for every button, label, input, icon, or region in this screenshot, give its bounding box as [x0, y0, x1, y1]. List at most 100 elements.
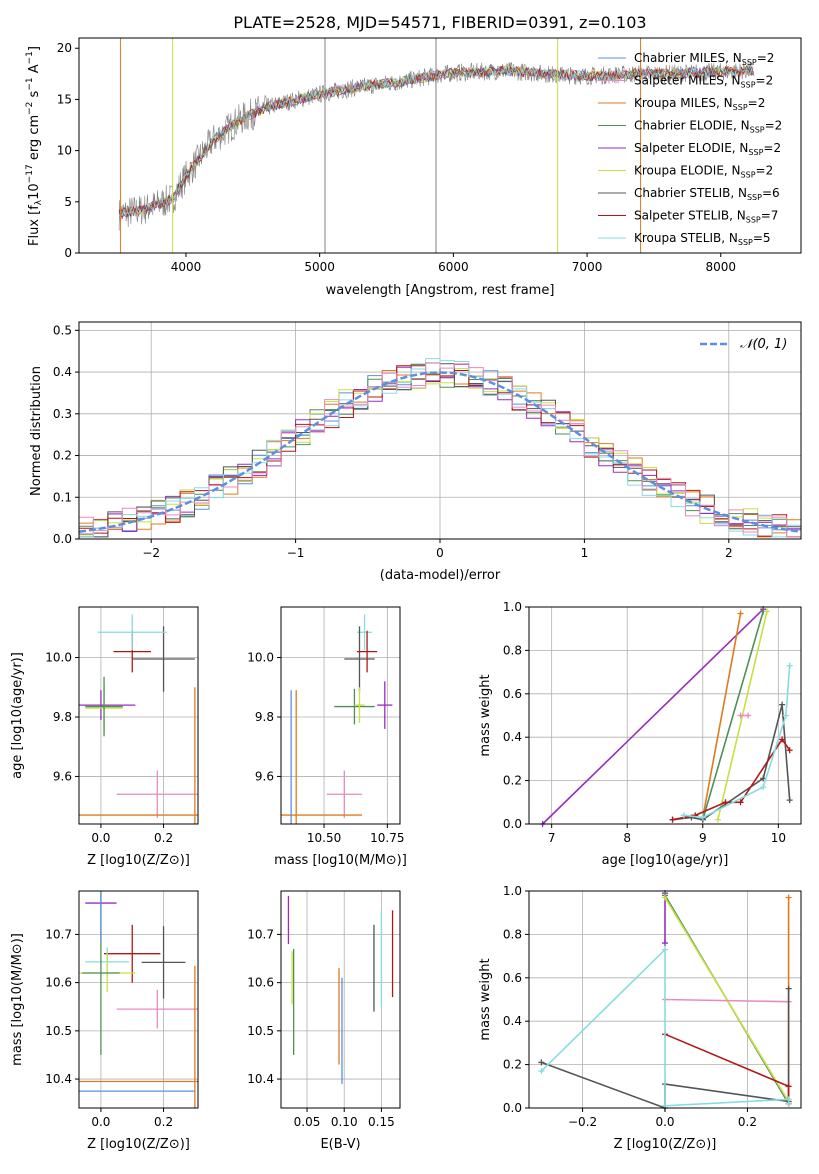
legend-entry-label: Kroupa ELODIE, NSSP=2 — [634, 164, 773, 180]
weight-vs-Z-y-tick-label: 1.0 — [503, 884, 522, 898]
mass-vs-EBV-x-tick-label: 0.10 — [331, 1115, 358, 1129]
weight-vs-age-y-tick-label: 1.0 — [503, 600, 522, 614]
mass-vs-Z-ylabel: mass [log10(M/M⊙)] — [10, 933, 25, 1066]
age-vs-Z-x-tick-label: 0.2 — [154, 831, 173, 845]
legend-entry-label: Chabrier MILES, NSSP=2 — [634, 51, 774, 67]
age-vs-mass-axes-frame — [280, 606, 401, 825]
weight-vs-age-point-marker — [786, 747, 793, 754]
weight-vs-Z-point-marker — [538, 1068, 545, 1075]
residual-ylabel: Normed distribution — [29, 366, 44, 496]
legend-entry-label: Salpeter ELODIE, NSSP=2 — [634, 141, 781, 157]
weight-vs-age-y-tick-label: 0.0 — [503, 817, 522, 831]
spectrum-xlabel: wavelength [Angstrom, rest frame] — [326, 283, 555, 298]
weight-vs-Z-point-marker — [785, 894, 792, 901]
residual-histogram-step — [79, 362, 801, 538]
weight-vs-age-point-marker — [760, 784, 767, 791]
spectrum-y-tick-label: 15 — [57, 92, 72, 106]
residual-histogram-step — [79, 358, 801, 538]
residual-panel: −2 −1 0 1 2 0.0 0.1 0.2 0.3 0.4 0.5 (data-model)/e… — [29, 321, 802, 583]
weight-vs-age-xlabel: age [log10(age/yr)] — [602, 853, 729, 868]
spectrum-y-tick-label: 10 — [57, 144, 72, 158]
weight-vs-Z-point-marker — [662, 894, 668, 901]
normal-curve-line — [78, 371, 802, 533]
mass-vs-EBV-y-tick-label: 10.4 — [247, 1072, 274, 1086]
mass-vs-EBV-y-tick-label: 10.7 — [247, 927, 274, 941]
mass-vs-Z-panel: 0.0 0.2 10.4 10.5 10.6 10.7 Z [log10(Z/Z⊙)] mas… — [10, 890, 199, 1152]
weight-vs-age-point-marker — [722, 799, 729, 806]
age-vs-mass-panel: 10.50 10.75 9.6 9.8 10.0 mass [log10(M/M⊙)] — [247, 606, 407, 868]
weight-vs-age-y-tick-label: 0.8 — [503, 643, 522, 657]
legend-entry-label: Chabrier ELODIE, NSSP=2 — [634, 119, 782, 135]
residual-y-tick-label: 0.3 — [53, 407, 72, 421]
weight-vs-Z-y-tick-label: 0.8 — [503, 927, 522, 941]
spectrum-x-tick-label: 7000 — [572, 260, 603, 274]
residual-x-tick-label: −1 — [287, 546, 305, 560]
age-vs-Z-y-tick-label: 10.0 — [45, 651, 72, 665]
weight-vs-Z-y-tick-label: 0.6 — [503, 971, 522, 985]
age-vs-Z-panel: 0.0 0.2 9.6 9.8 10.0 Z [log10(Z/Z⊙)] age [log1… — [10, 606, 199, 868]
weight-vs-age-series-line — [542, 608, 764, 825]
residual-x-tick-label: −2 — [142, 546, 160, 560]
residual-histogram-step — [79, 368, 801, 538]
mass-vs-EBV-y-tick-label: 10.5 — [247, 1024, 274, 1038]
weight-vs-Z-y-tick-label: 0.0 — [503, 1101, 522, 1115]
chart-title: PLATE=2528, MJD=54571, FIBERID=0391, z=0… — [233, 13, 646, 32]
age-vs-Z-y-tick-label: 9.6 — [53, 769, 72, 783]
spectrum-legend: Chabrier MILES, NSSP=2 Salpeter MILES, NS… — [598, 51, 782, 247]
weight-vs-age-point-marker — [680, 812, 687, 819]
spectrum-x-tick-label: 6000 — [438, 260, 469, 274]
mass-vs-Z-x-tick-label: 0.2 — [154, 1115, 173, 1129]
spectrum-x-tick-label: 5000 — [304, 260, 335, 274]
weight-vs-Z-point-marker — [785, 1083, 792, 1090]
weight-vs-age-y-tick-label: 0.4 — [503, 730, 522, 744]
residual-y-tick-label: 0.4 — [53, 365, 72, 379]
weight-vs-Z-point-marker — [662, 946, 668, 953]
mass-vs-EBV-panel: 0.05 0.10 0.15 10.4 10.5 10.6 10.7 E(B-V) — [247, 890, 401, 1152]
spectrum-axes-frame — [78, 37, 802, 254]
weight-vs-age-point-marker — [714, 816, 721, 823]
weight-vs-Z-y-tick-label: 0.2 — [503, 1058, 522, 1072]
weight-vs-age-point-marker — [737, 712, 744, 719]
weight-vs-Z-ylabel: mass weight — [478, 958, 493, 1040]
weight-vs-age-series-line — [672, 737, 791, 821]
weight-vs-Z-point-marker — [662, 940, 668, 947]
legend-entry-label: Salpeter MILES, NSSP=2 — [634, 74, 773, 90]
legend-entry-label: Kroupa STELIB, NSSP=5 — [634, 231, 771, 247]
legend-entry-label: Salpeter STELIB, NSSP=7 — [634, 209, 778, 225]
mass-vs-Z-x-tick-label: 0.0 — [91, 1115, 110, 1129]
weight-vs-age-point-marker — [786, 662, 793, 669]
age-vs-Z-y-tick-label: 9.8 — [53, 710, 72, 724]
mass-vs-EBV-xlabel: E(B-V) — [320, 1137, 360, 1152]
legend-entry-label: Chabrier STELIB, NSSP=6 — [634, 186, 780, 202]
mass-vs-Z-y-tick-label: 10.5 — [45, 1024, 72, 1038]
age-vs-mass-y-tick-label: 9.8 — [255, 710, 274, 724]
residual-x-tick-label: 0 — [436, 546, 444, 560]
weight-vs-age-point-marker — [669, 816, 676, 823]
mass-vs-Z-xlabel: Z [log10(Z/Z⊙)] — [87, 1137, 190, 1152]
residual-xlabel: (data-model)/error — [380, 568, 501, 583]
mass-vs-Z-y-tick-label: 10.7 — [45, 927, 72, 941]
mass-vs-EBV-x-tick-label: 0.05 — [294, 1115, 321, 1129]
weight-vs-age-series-line — [702, 611, 764, 820]
residual-x-tick-label: 2 — [725, 546, 733, 560]
weight-vs-age-point-marker — [782, 712, 789, 719]
spectrum-x-tick-label: 8000 — [706, 260, 737, 274]
mass-vs-EBV-x-tick-label: 0.15 — [368, 1115, 395, 1129]
spectrum-panel: PLATE=2528, MJD=54571, FIBERID=0391, z=0… — [25, 13, 802, 298]
mass-vs-EBV-axes-frame — [280, 890, 401, 1109]
weight-vs-Z-x-tick-label: 0.2 — [738, 1115, 757, 1129]
residual-y-tick-label: 0.0 — [53, 532, 72, 546]
legend-entry-label: Kroupa MILES, NSSP=2 — [634, 96, 765, 112]
spectrum-y-tick-label: 5 — [64, 195, 72, 209]
age-vs-mass-y-tick-label: 9.6 — [255, 769, 274, 783]
weight-vs-Z-series-line — [664, 897, 790, 1102]
age-vs-mass-y-tick-label: 10.0 — [247, 651, 274, 665]
weight-vs-Z-panel: −0.2 0.0 0.2 0.0 0.2 0.4 0.6 0.8 1.0 Z [log10(Z/Z… — [478, 884, 802, 1152]
normal-legend-label: 𝒩(0, 1) — [740, 337, 787, 352]
weight-vs-age-series-line — [702, 613, 742, 818]
weight-vs-Z-series-line — [664, 998, 789, 1003]
weight-vs-Z-x-tick-label: −0.2 — [568, 1115, 597, 1129]
age-vs-Z-axes-frame — [78, 606, 199, 825]
age-vs-Z-xlabel: Z [log10(Z/Z⊙)] — [87, 853, 190, 868]
spectrum-ylabel: Flux [fλ10−17 erg cm−2 s−1 A−1] — [25, 46, 44, 246]
